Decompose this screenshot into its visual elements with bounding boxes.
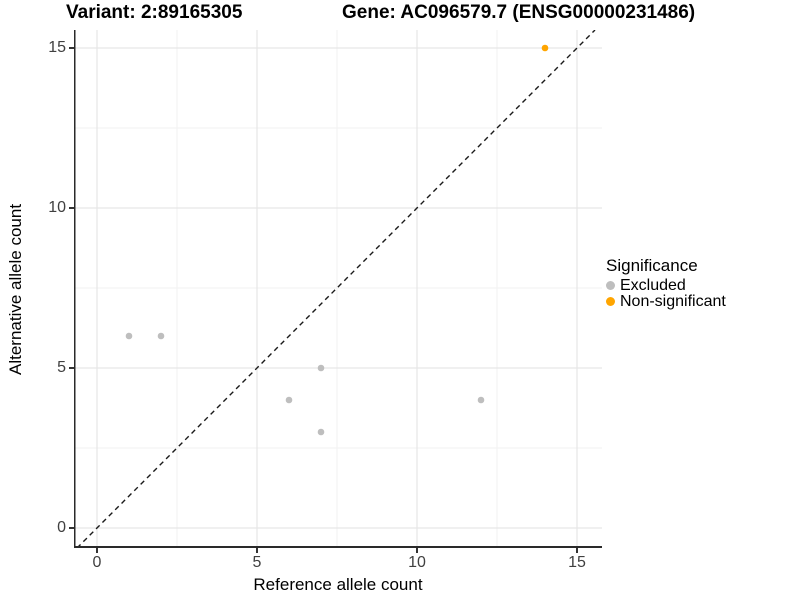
plot-title-gene: Gene: AC096579.7 (ENSG00000231486) [342, 2, 696, 23]
plot-area [74, 29, 602, 549]
x-tick-label: 5 [252, 554, 262, 571]
x-tick-mark [96, 548, 98, 553]
legend-item-label: Non-significant [620, 292, 726, 310]
data-point-excluded [477, 396, 485, 404]
y-tick-mark [69, 47, 74, 49]
plot-panel [74, 29, 602, 549]
y-tick-mark [69, 367, 74, 369]
y-tick-label: 10 [48, 199, 66, 216]
data-point-non-significant [541, 44, 549, 52]
y-tick-label: 5 [57, 359, 66, 376]
legend-dot-icon [606, 281, 615, 291]
y-tick-label: 15 [48, 39, 66, 56]
legend: Significance Excluded Non-significant [606, 257, 726, 309]
legend-item-label: Excluded [620, 277, 686, 294]
y-axis-title: Alternative allele count [6, 203, 25, 375]
y-tick-label: 0 [57, 519, 66, 536]
legend-dot-icon [606, 296, 615, 306]
x-tick-label: 15 [568, 554, 586, 571]
data-point-excluded [317, 364, 325, 372]
legend-items: Excluded Non-significant [606, 278, 726, 309]
data-point-excluded [317, 428, 325, 436]
identity-reference-line [76, 29, 596, 549]
y-tick-mark [69, 207, 74, 209]
x-tick-mark [416, 548, 418, 553]
y-tick-mark [69, 527, 74, 529]
x-tick-label: 10 [408, 554, 426, 571]
x-tick-mark [576, 548, 578, 553]
data-point-excluded [285, 396, 293, 404]
x-tick-mark [256, 548, 258, 553]
data-point-excluded [157, 332, 165, 340]
x-tick-label: 0 [92, 554, 102, 571]
x-axis-title: Reference allele count [253, 575, 423, 594]
legend-item-non-significant: Non-significant [606, 292, 726, 310]
legend-item-excluded: Excluded [606, 278, 726, 294]
legend-title: Significance [606, 256, 698, 275]
plot-title-variant: Variant: 2:89165305 [66, 2, 243, 23]
data-point-excluded [125, 332, 133, 340]
